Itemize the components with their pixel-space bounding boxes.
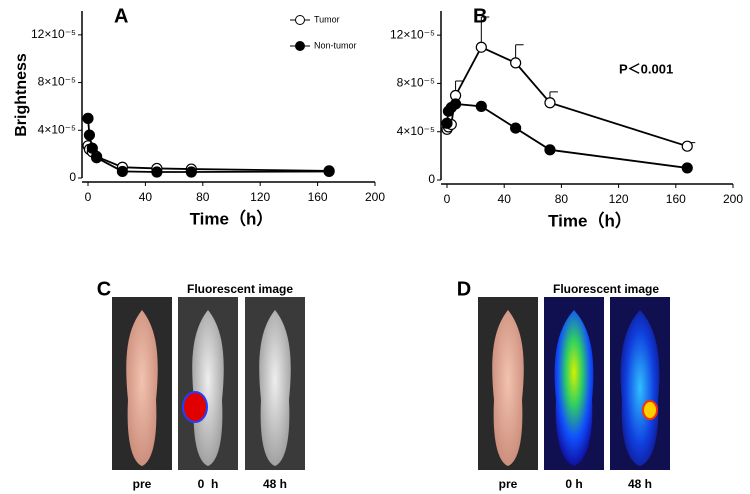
marker bbox=[475, 100, 487, 112]
marker bbox=[544, 97, 556, 109]
marker bbox=[151, 166, 163, 178]
mouse-fluorescence bbox=[620, 310, 660, 466]
x-tick-label: 200 bbox=[723, 192, 743, 206]
panel-label: D bbox=[457, 278, 471, 300]
legend-marker bbox=[295, 41, 305, 51]
mouse bbox=[259, 310, 291, 466]
y-tick-label: 0 bbox=[428, 172, 435, 186]
x-tick-label: 120 bbox=[609, 192, 629, 206]
mouse bbox=[126, 310, 158, 466]
marker bbox=[441, 117, 453, 129]
x-tick-label: 160 bbox=[666, 192, 686, 206]
x-tick-label: 40 bbox=[139, 190, 153, 204]
x-axis-label: Time（h） bbox=[190, 208, 274, 228]
x-tick-label: 120 bbox=[250, 190, 270, 204]
legend-label: Non-tumor bbox=[314, 40, 357, 50]
annotation: P＜0.001 bbox=[619, 61, 673, 76]
y-tick-label: 8×10⁻⁵ bbox=[38, 75, 76, 89]
x-tick-label: 200 bbox=[365, 190, 385, 204]
marker bbox=[475, 41, 487, 53]
marker bbox=[510, 122, 522, 134]
mouse bbox=[492, 310, 524, 466]
caption: Fluorescent image bbox=[187, 282, 293, 296]
tumor-signal bbox=[642, 400, 658, 420]
y-tick-label: 12×10⁻⁵ bbox=[31, 27, 76, 41]
series-line bbox=[446, 103, 688, 169]
panel-label: C bbox=[97, 278, 111, 300]
x-tick-label: 160 bbox=[308, 190, 328, 204]
photo-label: 0 h bbox=[198, 477, 219, 491]
marker bbox=[82, 112, 94, 124]
y-tick-label: 0 bbox=[69, 170, 76, 184]
photo-label: pre bbox=[499, 477, 518, 491]
x-axis-label: Time（h） bbox=[548, 210, 632, 230]
caption: Fluorescent image bbox=[553, 282, 659, 296]
marker bbox=[116, 165, 129, 178]
mouse-fluorescence bbox=[554, 310, 594, 466]
mouse bbox=[192, 310, 224, 466]
marker bbox=[83, 129, 96, 141]
photos bbox=[112, 297, 670, 470]
legend-label: Tumor bbox=[314, 14, 340, 24]
marker bbox=[91, 152, 103, 164]
x-tick-label: 80 bbox=[555, 192, 569, 206]
x-tick-label: 40 bbox=[498, 192, 512, 206]
marker bbox=[185, 166, 197, 178]
marker bbox=[323, 165, 335, 178]
marker bbox=[449, 98, 462, 110]
photo-label: 0 h bbox=[565, 477, 582, 491]
x-tick-label: 80 bbox=[196, 190, 210, 204]
marker bbox=[544, 144, 556, 156]
marker bbox=[510, 57, 522, 69]
photo-label: pre bbox=[133, 477, 152, 491]
y-tick-label: 12×10⁻⁵ bbox=[390, 27, 435, 41]
tumor-signal bbox=[182, 391, 208, 423]
x-tick-label: 0 bbox=[85, 190, 92, 204]
photo-label: 48 h bbox=[263, 477, 287, 491]
y-tick-label: 4×10⁻⁵ bbox=[397, 124, 435, 138]
marker bbox=[681, 162, 693, 174]
panel-label: A bbox=[114, 5, 128, 27]
panel-label: B bbox=[473, 5, 487, 27]
y-tick-label: 4×10⁻⁵ bbox=[38, 122, 76, 136]
photo-label: 48 h bbox=[628, 477, 652, 491]
marker bbox=[86, 142, 98, 154]
legend-marker bbox=[295, 15, 305, 25]
y-tick-label: 8×10⁻⁵ bbox=[397, 76, 435, 90]
marker bbox=[681, 140, 693, 152]
y-axis-label: Brightness bbox=[13, 53, 30, 137]
x-tick-label: 0 bbox=[444, 192, 451, 206]
